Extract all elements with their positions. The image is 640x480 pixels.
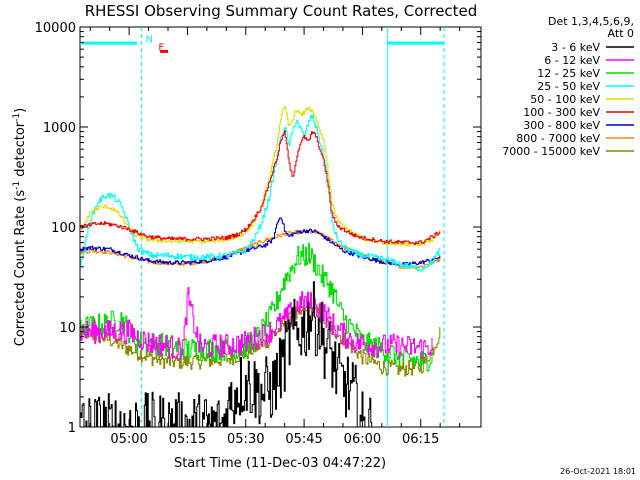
- series-line-12-25keVkev: [80, 242, 433, 372]
- chart-title: RHESSI Observing Summary Count Rates, Co…: [85, 2, 478, 20]
- legend-label-5: 50 - 100 keV: [530, 93, 600, 106]
- y-axis-label-end: ): [13, 108, 28, 113]
- timestamp: 26-Oct-2021 18:01: [560, 467, 636, 476]
- y-tick-label-1: 1: [68, 421, 76, 436]
- y-tick-label-10: 10: [59, 321, 76, 336]
- annotation-label-f: F: [158, 43, 164, 54]
- series-line-6-12keVkev: [80, 287, 433, 360]
- x-tick-label-05:30: 05:30: [227, 432, 264, 447]
- y-axis-label-main: Corrected Count Rate (s: [13, 190, 28, 347]
- legend-label-3: 12 - 25 keV: [537, 67, 600, 80]
- series-line-300-800keVkev: [80, 217, 441, 267]
- x-tick-label-05:45: 05:45: [285, 432, 322, 447]
- x-tick-label-05:15: 05:15: [169, 432, 206, 447]
- y-tick-label-100: 100: [51, 221, 76, 236]
- series-line-25-50keVkev: [80, 114, 441, 272]
- x-tick-label-06:15: 06:15: [402, 432, 439, 447]
- y-tick-label-1000: 1000: [43, 121, 76, 136]
- legend-label-4: 25 - 50 keV: [537, 80, 600, 93]
- y-axis-label-mid: detector: [13, 121, 28, 181]
- legend-label-8: 800 - 7000 keV: [516, 132, 600, 145]
- legend-label-7: 300 - 800 keV: [523, 119, 600, 132]
- y-axis-label: Corrected Count Rate (s-1 detector-1): [12, 108, 28, 346]
- legend-label-9: 7000 - 15000 keV: [502, 145, 600, 158]
- x-tick-label-05:00: 05:00: [110, 432, 147, 447]
- series-line-100-300keVkev: [80, 130, 441, 245]
- series-line-7000-15000keVkev: [80, 305, 441, 377]
- legend-label-1: 3 - 6 keV: [551, 41, 600, 54]
- y-tick-label-10000: 10000: [35, 21, 76, 36]
- legend-header-line-1: Det 1,3,4,5,6,9,: [548, 15, 634, 28]
- x-tick-label-06:00: 06:00: [344, 432, 381, 447]
- x-axis-label: Start Time (11-Dec-03 04:47:22): [174, 456, 386, 471]
- annotation-label-n: N: [146, 34, 153, 45]
- legend-label-2: 6 - 12 keV: [544, 54, 600, 67]
- y-axis-label-sup1: -1: [12, 181, 22, 190]
- series-line-3-6keVkev: [80, 281, 374, 428]
- y-axis-label-sup2: -1: [12, 113, 22, 122]
- legend-header-line-2: Att 0: [608, 27, 634, 40]
- legend-label-6: 100 - 300 keV: [523, 106, 600, 119]
